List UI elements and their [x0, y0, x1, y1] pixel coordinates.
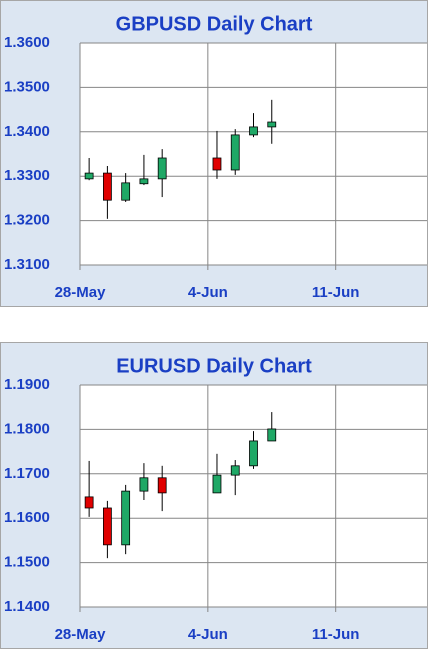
x-tick-label: 11-Jun [312, 284, 360, 301]
y-tick-label: 1.3100 [4, 256, 50, 273]
candle-body [157, 157, 167, 180]
candle-body [212, 474, 222, 494]
plot-area [80, 385, 427, 607]
x-tick-label: 4-Jun [188, 284, 228, 301]
candle-body [249, 440, 258, 467]
candle-body [102, 507, 112, 546]
candle-body [230, 134, 240, 171]
candle-body [267, 121, 277, 128]
candle-body [121, 490, 131, 546]
candle-body [102, 172, 112, 201]
x-tick-label: 4-Jun [188, 626, 228, 643]
y-tick-label: 1.1900 [4, 376, 50, 393]
candle-body [84, 172, 94, 180]
y-tick-label: 1.1700 [4, 465, 50, 482]
y-tick-label: 1.3600 [4, 34, 50, 51]
plot-area [80, 43, 427, 265]
x-tick-label: 11-Jun [312, 626, 360, 643]
candle-body [121, 182, 131, 201]
chart-title: GBPUSD Daily Chart [116, 13, 313, 35]
chart-panel: EURUSD Daily Chart 1.1400 1.1500 1.1600 1.17… [0, 342, 428, 649]
y-tick-label: 1.1500 [4, 554, 50, 571]
chart-title: EURUSD Daily Chart [116, 355, 312, 377]
chart-panel: GBPUSD Daily Chart 1.3100 1.3200 1.3300 1.34… [0, 0, 428, 307]
y-tick-label: 1.1600 [4, 509, 50, 526]
y-tick-label: 1.3300 [4, 167, 50, 184]
candle-body [157, 477, 167, 494]
x-tick-label: 28-May [55, 626, 107, 643]
candle-body [84, 496, 94, 509]
y-tick-label: 1.1400 [4, 598, 50, 615]
y-tick-label: 1.3500 [4, 78, 50, 95]
candle-body [139, 178, 149, 185]
candle-body [212, 157, 222, 171]
candle-body [267, 428, 277, 442]
y-tick-label: 1.3400 [4, 123, 50, 140]
y-tick-label: 1.1800 [4, 420, 50, 437]
candle-body [139, 477, 149, 492]
candle-body [249, 126, 258, 136]
x-tick-label: 28-May [55, 284, 107, 301]
candle-body [230, 465, 240, 476]
y-tick-label: 1.3200 [4, 212, 50, 229]
